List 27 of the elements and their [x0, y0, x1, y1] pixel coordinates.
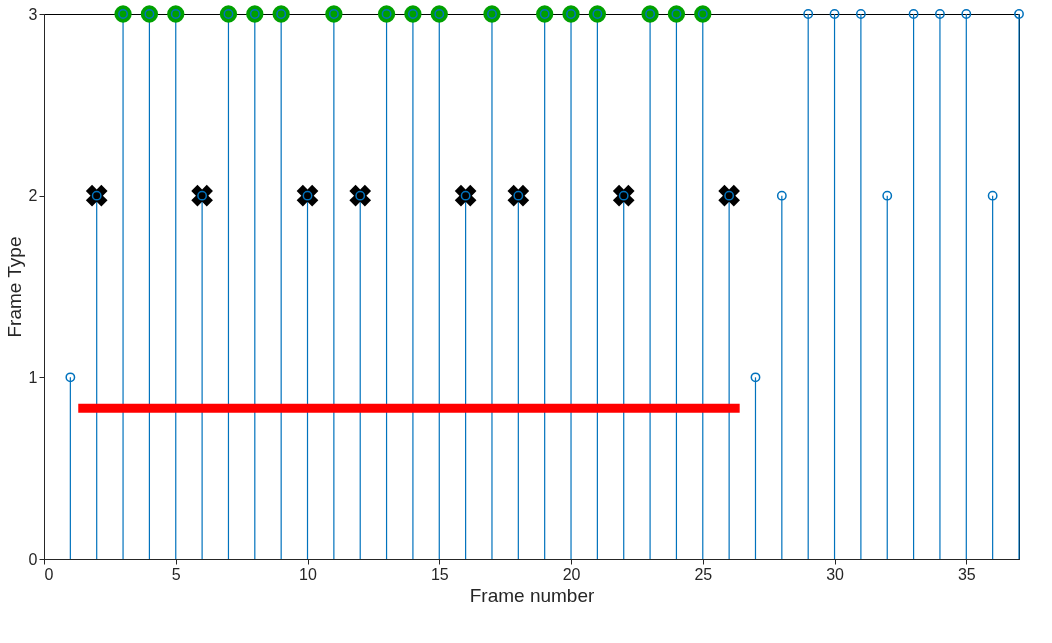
point	[65, 372, 76, 383]
point	[855, 9, 866, 19]
y-tick-label: 1	[28, 368, 38, 386]
x-tick-label: 5	[171, 565, 181, 583]
x-tick-label: 30	[826, 565, 845, 583]
y-tick-label: 2	[28, 187, 38, 205]
x-tick-label: 0	[44, 565, 54, 583]
point	[961, 9, 972, 19]
y-tick-label: 3	[28, 5, 38, 23]
x-tick-label: 20	[562, 565, 581, 583]
point	[776, 190, 787, 201]
x-axis-title: Frame number	[469, 584, 595, 606]
point	[296, 184, 319, 207]
point	[750, 372, 761, 383]
y-tick-label: 0	[28, 550, 38, 568]
point	[935, 9, 945, 19]
x-tick-label: 25	[694, 565, 713, 583]
point	[1014, 9, 1024, 19]
x-tick-label: 10	[299, 565, 318, 583]
x-tick-label: 35	[957, 565, 976, 583]
y-axis-title: Frame Type	[3, 236, 25, 338]
point	[987, 190, 998, 201]
point	[803, 9, 814, 19]
point	[908, 9, 919, 19]
point	[829, 9, 840, 19]
x-tick-label: 15	[430, 565, 449, 583]
point	[882, 190, 893, 201]
